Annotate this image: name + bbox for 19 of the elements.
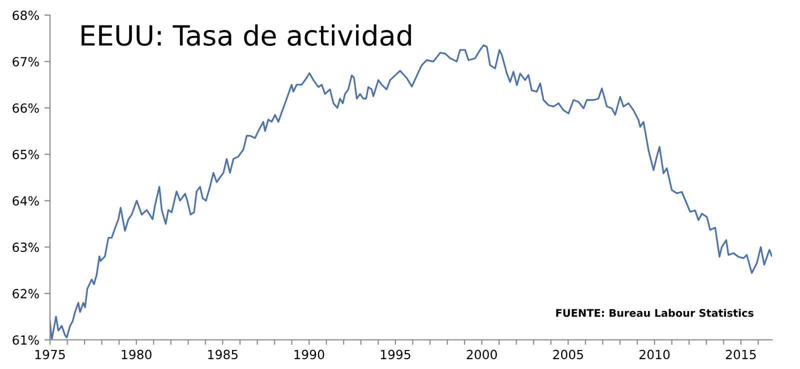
y-tick-label: 66% <box>12 103 39 113</box>
chart-title: EEUU: Tasa de actividad <box>82 24 411 46</box>
y-tick-label: 61% <box>12 335 39 345</box>
x-tick-label: 1975 <box>35 350 65 360</box>
x-tick-label: 2010 <box>640 350 670 360</box>
y-tick-label: 68% <box>12 10 39 20</box>
x-tick-label: 1985 <box>208 350 238 360</box>
y-tick-label: 64% <box>12 196 39 206</box>
y-tick-label: 67% <box>12 56 39 66</box>
annotation: FUENTE: Bureau Labour Statistics <box>556 308 754 317</box>
x-tick-label: 2005 <box>553 350 583 360</box>
y-tick-label: 65% <box>12 150 39 160</box>
x-tick-label: 2000 <box>466 350 497 360</box>
x-tick-label: 1990 <box>294 350 324 360</box>
y-tick-label: 63% <box>12 242 39 252</box>
x-tick-label: 2015 <box>726 350 756 360</box>
x-tick-label: 1980 <box>122 350 152 360</box>
y-tick-label: 62% <box>12 288 39 298</box>
x-tick-label: 1995 <box>380 350 410 360</box>
